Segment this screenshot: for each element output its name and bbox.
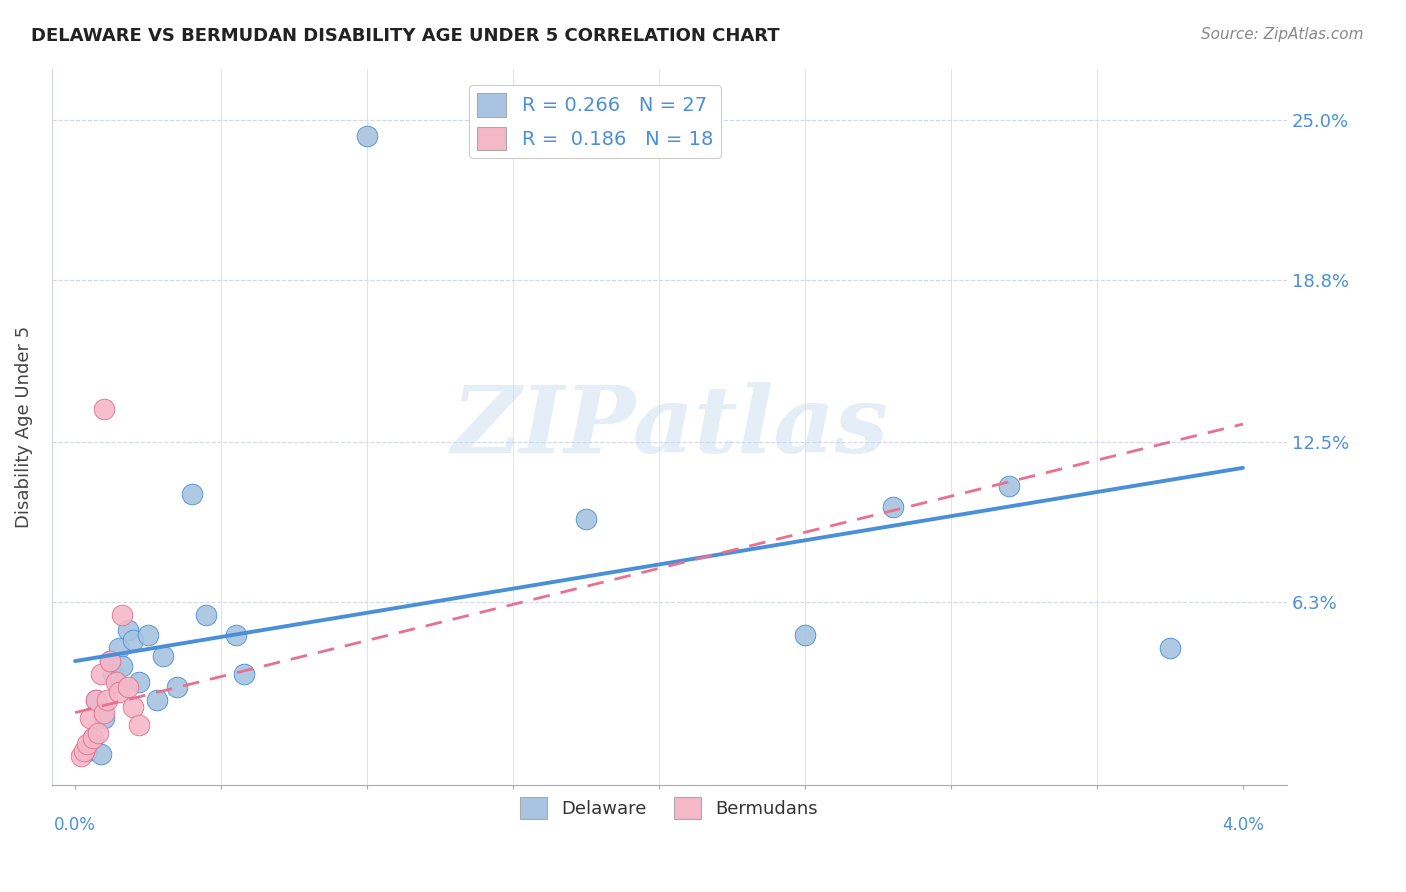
Point [93, 711, 115, 725]
Point [111, 659, 134, 673]
Point [152, 648, 174, 663]
Text: 4.0%: 4.0% [1222, 815, 1264, 834]
Point [73, 744, 96, 758]
Text: Source: ZipAtlas.com: Source: ZipAtlas.com [1201, 27, 1364, 42]
Point [195, 607, 218, 622]
Point [794, 628, 817, 642]
Point [882, 500, 904, 514]
Point [79, 711, 101, 725]
Point [233, 667, 256, 681]
Point [101, 667, 124, 681]
Point [180, 486, 202, 500]
Point [146, 692, 169, 706]
Point [87, 726, 110, 740]
Point [998, 479, 1021, 493]
Point [96, 692, 118, 706]
Point [117, 623, 139, 637]
Point [128, 674, 150, 689]
Point [225, 628, 247, 642]
Point [93, 401, 115, 416]
Point [108, 641, 131, 656]
Point [122, 700, 145, 714]
Point [356, 128, 378, 143]
Legend: Delaware, Bermudans: Delaware, Bermudans [513, 789, 825, 826]
Point [111, 607, 134, 622]
Point [90, 667, 112, 681]
Point [575, 512, 598, 526]
Point [98, 654, 121, 668]
Point [76, 737, 98, 751]
Point [104, 674, 127, 689]
Point [108, 685, 131, 699]
Text: 0.0%: 0.0% [55, 815, 96, 834]
Point [90, 747, 112, 761]
Point [84, 692, 107, 706]
Point [122, 633, 145, 648]
Text: DELAWARE VS BERMUDAN DISABILITY AGE UNDER 5 CORRELATION CHART: DELAWARE VS BERMUDAN DISABILITY AGE UNDE… [31, 27, 779, 45]
Point [82, 731, 104, 746]
Point [502, 136, 524, 151]
Text: ZIPatlas: ZIPatlas [451, 382, 887, 472]
Point [76, 744, 98, 758]
Point [82, 731, 104, 746]
Y-axis label: Disability Age Under 5: Disability Age Under 5 [15, 326, 32, 528]
Point [1159, 641, 1181, 656]
Point [136, 628, 159, 642]
Point [128, 718, 150, 732]
Point [84, 692, 107, 706]
Point [93, 706, 115, 720]
Point [98, 654, 121, 668]
Point [117, 680, 139, 694]
Point [166, 680, 188, 694]
Point [70, 749, 93, 764]
